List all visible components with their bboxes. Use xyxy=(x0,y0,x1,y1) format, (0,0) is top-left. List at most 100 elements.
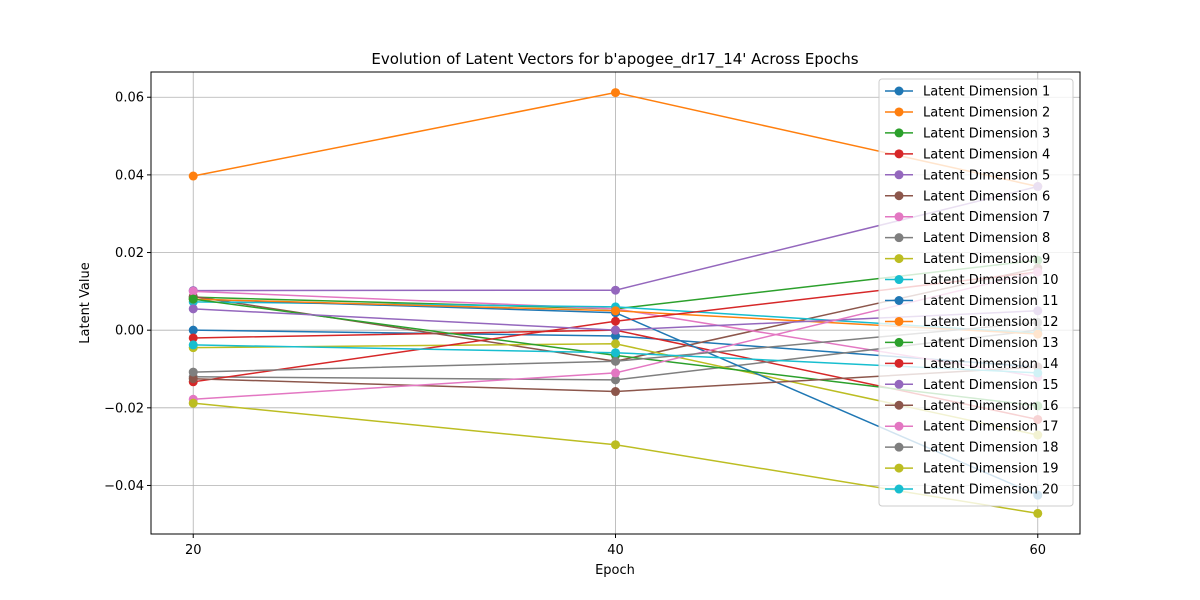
data-point xyxy=(611,316,620,326)
legend-marker xyxy=(894,275,904,285)
legend-box xyxy=(878,78,1074,507)
legend-label: Latent Dimension 10 xyxy=(923,273,1059,288)
legend-marker xyxy=(894,233,904,243)
data-point xyxy=(611,88,620,98)
legend-marker xyxy=(894,254,904,264)
data-point xyxy=(611,356,620,366)
legend-label: Latent Dimension 16 xyxy=(923,399,1059,414)
legend-label: Latent Dimension 6 xyxy=(923,189,1050,204)
y-tick-label: 0.06 xyxy=(115,91,144,106)
legend-label: Latent Dimension 7 xyxy=(923,210,1050,225)
legend-marker xyxy=(894,212,904,222)
legend-marker xyxy=(894,379,904,389)
y-axis-label: Latent Value xyxy=(78,262,93,343)
legend-marker xyxy=(894,484,904,494)
legend-marker xyxy=(894,463,904,473)
y-tick-label: −0.04 xyxy=(104,479,144,494)
legend-item: Latent Dimension 6 xyxy=(885,189,1050,204)
legend-marker xyxy=(894,149,904,159)
legend-item: Latent Dimension 9 xyxy=(885,252,1050,267)
data-point xyxy=(188,286,198,296)
legend-label: Latent Dimension 15 xyxy=(923,378,1059,393)
legend-item: Latent Dimension 16 xyxy=(885,399,1059,414)
legend-label: Latent Dimension 8 xyxy=(923,231,1050,246)
legend-marker xyxy=(894,86,904,96)
legend-label: Latent Dimension 17 xyxy=(923,420,1059,435)
data-point xyxy=(611,348,620,358)
y-tick-label: 0.00 xyxy=(115,324,144,339)
x-tick-label: 40 xyxy=(607,543,624,558)
legend: Latent Dimension 1 Latent Dimension 2 Late… xyxy=(878,78,1074,507)
legend-marker xyxy=(894,421,904,431)
legend-marker xyxy=(894,107,904,117)
legend-item: Latent Dimension 14 xyxy=(885,357,1059,372)
legend-item: Latent Dimension 2 xyxy=(885,105,1050,120)
legend-label: Latent Dimension 11 xyxy=(923,294,1059,309)
legend-label: Latent Dimension 4 xyxy=(923,147,1050,162)
legend-label: Latent Dimension 14 xyxy=(923,357,1059,372)
y-axis-ticks: −0.04 −0.02 0.00 0.02 0.04 0.06 xyxy=(104,91,151,494)
y-tick-label: 0.04 xyxy=(115,168,144,183)
legend-item: Latent Dimension 5 xyxy=(885,168,1050,183)
legend-marker xyxy=(894,442,904,452)
legend-item: Latent Dimension 12 xyxy=(885,315,1059,330)
legend-item: Latent Dimension 18 xyxy=(885,441,1059,456)
legend-marker xyxy=(894,128,904,138)
x-tick-label: 20 xyxy=(185,543,202,558)
legend-label: Latent Dimension 12 xyxy=(923,315,1059,330)
legend-item: Latent Dimension 13 xyxy=(885,336,1059,351)
legend-label: Latent Dimension 3 xyxy=(923,126,1050,141)
data-point xyxy=(611,387,620,397)
legend-marker xyxy=(894,316,904,326)
legend-item: Latent Dimension 7 xyxy=(885,210,1050,225)
legend-marker xyxy=(894,296,904,305)
legend-label: Latent Dimension 5 xyxy=(923,168,1050,183)
data-point xyxy=(188,398,198,408)
data-point xyxy=(188,333,198,343)
legend-label: Latent Dimension 9 xyxy=(923,252,1050,267)
legend-label: Latent Dimension 1 xyxy=(923,85,1050,100)
data-point xyxy=(1033,508,1043,518)
chart-title: Evolution of Latent Vectors for b'apogee… xyxy=(371,50,858,69)
data-point xyxy=(188,294,198,304)
legend-item: Latent Dimension 11 xyxy=(885,294,1059,309)
data-point xyxy=(611,285,620,295)
legend-marker xyxy=(894,358,904,368)
data-point xyxy=(188,325,198,335)
data-point xyxy=(188,171,198,181)
x-tick-label: 60 xyxy=(1029,543,1046,558)
legend-item: Latent Dimension 1 xyxy=(885,85,1050,100)
legend-item: Latent Dimension 17 xyxy=(885,420,1059,435)
y-tick-label: 0.02 xyxy=(115,246,144,261)
legend-label: Latent Dimension 20 xyxy=(923,483,1059,498)
legend-item: Latent Dimension 19 xyxy=(885,462,1059,477)
legend-marker xyxy=(894,191,904,201)
legend-item: Latent Dimension 20 xyxy=(885,483,1059,498)
data-point xyxy=(188,340,198,350)
data-point xyxy=(611,325,620,335)
data-point xyxy=(611,440,620,450)
legend-item: Latent Dimension 4 xyxy=(885,147,1050,162)
legend-item: Latent Dimension 15 xyxy=(885,378,1059,393)
legend-item: Latent Dimension 10 xyxy=(885,273,1059,288)
data-point xyxy=(611,375,620,385)
data-point xyxy=(611,306,620,316)
data-point xyxy=(611,368,620,378)
legend-label: Latent Dimension 2 xyxy=(923,105,1050,120)
y-tick-label: −0.02 xyxy=(104,401,144,416)
data-point xyxy=(611,339,620,349)
legend-marker xyxy=(894,170,904,180)
legend-item: Latent Dimension 8 xyxy=(885,231,1050,246)
legend-marker xyxy=(894,337,904,347)
x-axis-label: Epoch xyxy=(595,563,635,578)
data-point xyxy=(188,304,198,314)
legend-item: Latent Dimension 3 xyxy=(885,126,1050,141)
legend-label: Latent Dimension 18 xyxy=(923,441,1059,456)
x-axis-ticks: 20 40 60 xyxy=(185,534,1046,558)
data-point xyxy=(188,367,198,377)
legend-label: Latent Dimension 13 xyxy=(923,336,1059,351)
data-point xyxy=(188,374,198,384)
legend-marker xyxy=(894,400,904,410)
legend-label: Latent Dimension 19 xyxy=(923,462,1059,477)
